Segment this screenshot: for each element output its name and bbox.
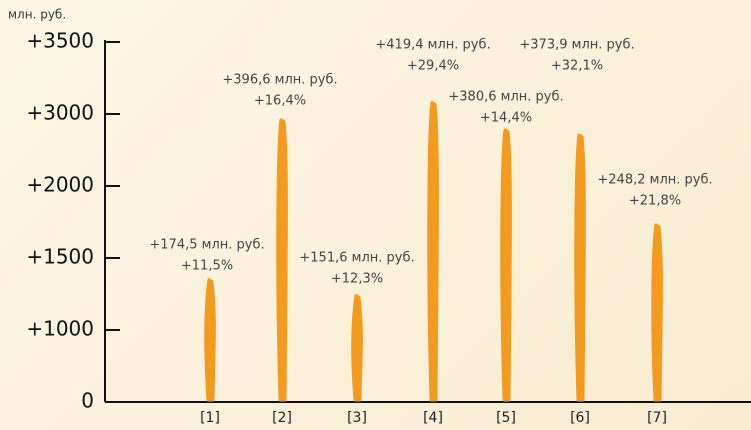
y-tick-label: 0 (81, 389, 94, 413)
annotation: +419,4 млн. руб. (375, 38, 490, 53)
annotation: +373,9 млн. руб. (519, 38, 634, 53)
annotation-change: +16,4% (254, 94, 306, 109)
y-tick-label: +2000 (26, 173, 94, 197)
bar (351, 293, 363, 402)
annotation-change: +21,8% (629, 194, 681, 209)
x-tick-label: [1] (200, 410, 220, 426)
x-tick-label: [3] (347, 410, 367, 426)
x-tick-label: [4] (423, 410, 443, 426)
x-tick-label: [2] (272, 410, 292, 426)
x-tick-label: [5] (496, 410, 516, 426)
annotation: +380,6 млн. руб. (448, 90, 563, 105)
annotation-change: +29,4% (407, 59, 459, 74)
bar (427, 100, 439, 402)
y-tick-label: +3500 (26, 29, 94, 53)
bar (204, 278, 216, 402)
y-tick-label: +1500 (26, 245, 94, 269)
bar (500, 128, 512, 402)
annotation: +151,6 млн. руб. (299, 251, 414, 266)
annotation: +396,6 млн. руб. (222, 73, 337, 88)
annotation-change: +11,5% (181, 259, 233, 274)
annotation-change: +14,4% (480, 111, 532, 126)
bar (276, 118, 288, 402)
y-axis-label: млн. руб. (8, 8, 66, 22)
x-tick-label: [7] (647, 410, 667, 426)
annotation-change: +32,1% (551, 59, 603, 74)
y-tick-label: +3000 (26, 101, 94, 125)
x-tick-label: [6] (570, 410, 590, 426)
y-tick-label: +1000 (26, 317, 94, 341)
bar (574, 133, 586, 402)
bar (651, 223, 663, 402)
annotation: +248,2 млн. руб. (597, 173, 712, 188)
annotation-change: +12,3% (331, 272, 383, 287)
annotation: +174,5 млн. руб. (149, 238, 264, 253)
